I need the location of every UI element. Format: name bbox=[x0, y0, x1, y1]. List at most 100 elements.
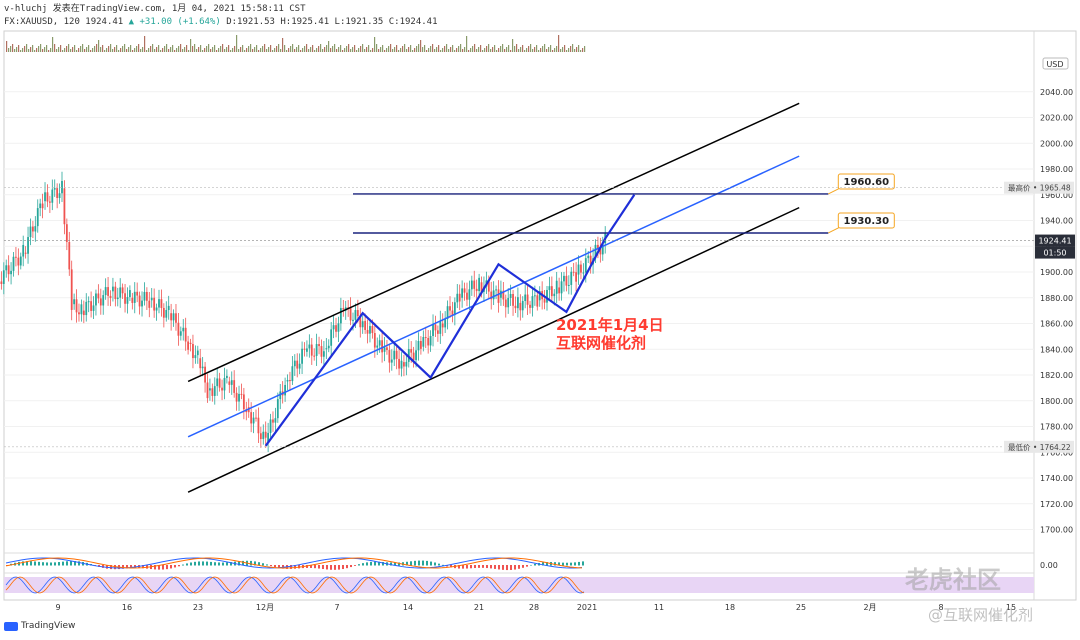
candle-body bbox=[129, 290, 131, 298]
candle-body bbox=[504, 299, 507, 308]
candle-body bbox=[99, 298, 102, 306]
volume-bar bbox=[262, 46, 264, 52]
candle-body bbox=[594, 244, 597, 259]
macd-histogram-bar bbox=[262, 563, 264, 566]
candle-body bbox=[167, 305, 170, 311]
macd-histogram-bar bbox=[582, 561, 584, 566]
candle-body bbox=[194, 355, 197, 359]
volume-bar bbox=[194, 44, 196, 52]
candle-body bbox=[228, 381, 231, 385]
candle-body bbox=[284, 384, 286, 396]
candle-body bbox=[589, 255, 592, 265]
price-axis[interactable]: 1700.001720.001740.001760.001780.001800.… bbox=[4, 57, 1075, 535]
volume-bar bbox=[574, 49, 576, 52]
volume-bar bbox=[354, 45, 356, 52]
stoch-rsi-panel bbox=[4, 572, 1034, 594]
candle-body bbox=[58, 193, 61, 199]
volume-bar bbox=[74, 45, 76, 52]
candle-body bbox=[565, 275, 568, 286]
volume-bar bbox=[14, 49, 16, 52]
volume-bar bbox=[286, 50, 288, 52]
candle-body bbox=[337, 323, 340, 332]
macd-histogram-bar bbox=[250, 560, 252, 566]
macd-histogram-bar bbox=[202, 561, 204, 566]
candle-body bbox=[276, 399, 279, 419]
candle-body bbox=[531, 296, 534, 308]
volume-bar bbox=[470, 48, 472, 52]
macd-histogram-bar bbox=[438, 563, 440, 566]
price-change: ▲ +31.00 (+1.64%) bbox=[128, 17, 221, 27]
volume-bar bbox=[182, 49, 184, 52]
candle-body bbox=[107, 287, 109, 296]
macd-histogram-bar bbox=[314, 565, 316, 569]
macd-histogram-bar bbox=[522, 565, 524, 568]
volume-bar bbox=[414, 48, 416, 52]
candle-body bbox=[383, 347, 386, 352]
volume-bar bbox=[112, 49, 114, 52]
candle-body bbox=[441, 323, 444, 328]
volume-bar bbox=[84, 49, 86, 52]
volume-bar bbox=[170, 47, 172, 52]
candle-body bbox=[599, 248, 602, 255]
candle-body bbox=[306, 348, 308, 352]
candle-body bbox=[495, 289, 497, 291]
candle-body bbox=[63, 188, 66, 225]
volume-bar bbox=[564, 45, 566, 52]
macd-histogram-bar bbox=[106, 565, 108, 569]
volume-bar bbox=[328, 41, 330, 52]
macd-histogram-bar bbox=[474, 565, 476, 569]
candle-body bbox=[313, 355, 316, 357]
candle-body bbox=[87, 301, 90, 303]
channel-line-lower bbox=[187, 206, 800, 493]
time-tick-label: 9 bbox=[55, 603, 60, 612]
candle-body bbox=[211, 388, 214, 396]
volume-bar bbox=[454, 50, 456, 52]
volume-bar bbox=[254, 47, 256, 52]
volume-bar bbox=[322, 49, 324, 52]
candle-body bbox=[19, 256, 22, 266]
price-tick-label: 1740.00 bbox=[1040, 474, 1073, 483]
macd-histogram-bar bbox=[354, 565, 356, 566]
macd-histogram-bar bbox=[482, 565, 484, 568]
volume-bar bbox=[456, 48, 458, 52]
volume-bar bbox=[442, 48, 444, 52]
volume-bar bbox=[298, 45, 300, 52]
time-tick-label: 2021 bbox=[577, 603, 597, 612]
stoch-k-line bbox=[5, 576, 585, 594]
candle-body bbox=[17, 257, 20, 266]
volume-bar bbox=[34, 50, 36, 52]
candle-body bbox=[376, 345, 379, 348]
volume-bar bbox=[134, 48, 136, 52]
volume-bar bbox=[66, 46, 68, 52]
volume-bar bbox=[376, 44, 378, 52]
time-axis[interactable]: 9 16 23 12月 7 14 21 28 2021 11 18 25 2月 8 15 bbox=[4, 599, 1034, 612]
candle-body bbox=[150, 297, 153, 301]
candle-body bbox=[359, 316, 362, 328]
volume-bar bbox=[270, 45, 272, 52]
volume-bar bbox=[210, 49, 212, 52]
candle-body bbox=[587, 255, 590, 259]
candle-body bbox=[364, 320, 367, 330]
volume-bar bbox=[468, 50, 470, 52]
volume-bar bbox=[18, 45, 20, 52]
macd-histogram-bar bbox=[290, 565, 292, 569]
candle-body bbox=[286, 380, 289, 382]
last-price-text: 1924.41 bbox=[1038, 237, 1071, 246]
volume-bar bbox=[184, 47, 186, 52]
tradingview-brand[interactable]: TradingView bbox=[4, 621, 75, 631]
candle-body bbox=[325, 348, 328, 350]
volume-bar bbox=[284, 45, 286, 52]
candle-body bbox=[395, 350, 398, 359]
macd-histogram-bar bbox=[554, 562, 556, 566]
candle-body bbox=[257, 417, 260, 434]
candle-body bbox=[82, 310, 85, 316]
candle-body bbox=[2, 270, 5, 284]
candle-body bbox=[221, 387, 223, 391]
candle-body bbox=[335, 325, 337, 332]
macd-histogram-bar bbox=[66, 561, 68, 566]
macd-histogram-bar bbox=[126, 565, 128, 569]
last-price: 1924.41 bbox=[85, 17, 124, 27]
time-tick-label: 28 bbox=[529, 603, 539, 612]
candle-body bbox=[468, 289, 471, 300]
